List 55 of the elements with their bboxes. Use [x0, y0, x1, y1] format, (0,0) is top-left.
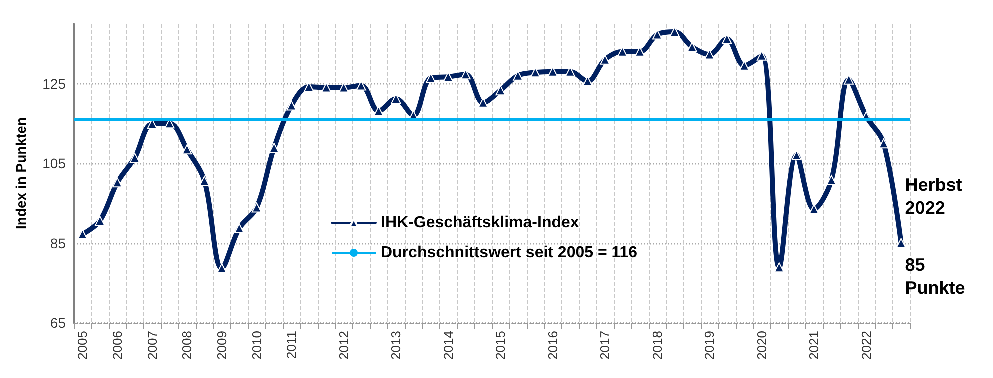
- point: [460, 70, 471, 80]
- annotation: Herbst 2022: [905, 174, 962, 218]
- point: [322, 82, 332, 93]
- point: [182, 144, 192, 155]
- point: [130, 152, 140, 163]
- point: [687, 42, 698, 52]
- legend-label: Durchschnittswert seit 2005 = 116: [381, 244, 638, 262]
- x-tick-label: 2009: [214, 331, 230, 360]
- point: [530, 68, 541, 78]
- point: [304, 82, 314, 92]
- point: [286, 100, 297, 111]
- annotation: 85 Punkte: [905, 254, 966, 298]
- point: [217, 263, 228, 274]
- point: [234, 224, 244, 234]
- x-tick-label: 2006: [110, 331, 126, 360]
- legend-label: IHK-Geschäftsklima-Index: [381, 214, 580, 232]
- x-tick-label: 2016: [545, 331, 560, 360]
- x-tick-label: 2007: [144, 331, 160, 360]
- x-tick-label: 2005: [75, 331, 90, 360]
- x-tick-label: 2013: [388, 331, 404, 360]
- point: [809, 204, 820, 214]
- point: [338, 82, 349, 93]
- point: [792, 150, 802, 161]
- x-tick-label: 2015: [493, 331, 508, 360]
- point: [78, 229, 88, 240]
- y-tick-label: 85: [50, 235, 66, 252]
- point: [896, 238, 906, 248]
- point: [200, 176, 210, 186]
- x-tick-label: 2014: [440, 331, 456, 360]
- x-tick-label: 2012: [336, 331, 352, 360]
- point: [600, 54, 610, 65]
- x-tick-label: 2018: [650, 331, 665, 360]
- point: [774, 262, 784, 273]
- y-axis-title: Index in Punkten: [13, 117, 29, 230]
- point: [878, 138, 889, 149]
- x-tick-label: 2022: [858, 331, 874, 360]
- point: [496, 86, 506, 96]
- y-tick-label: 125: [42, 76, 66, 92]
- point: [826, 175, 837, 186]
- x-tick-label: 2011: [284, 331, 300, 359]
- x-tick-label: 2017: [598, 331, 613, 360]
- point: [95, 216, 106, 226]
- x-tick-label: 2020: [754, 331, 770, 360]
- point: [704, 50, 715, 60]
- x-tick-label: 2021: [806, 331, 822, 360]
- point: [252, 202, 262, 213]
- y-tick-label: 105: [42, 156, 66, 172]
- x-tick-label: 2008: [180, 331, 195, 360]
- x-tick-label: 2019: [702, 331, 718, 360]
- point: [269, 142, 280, 153]
- point: [722, 34, 732, 44]
- point: [112, 178, 123, 188]
- point: [443, 72, 454, 82]
- x-tick-label: 2010: [249, 331, 264, 360]
- y-tick-label: 65: [50, 315, 66, 331]
